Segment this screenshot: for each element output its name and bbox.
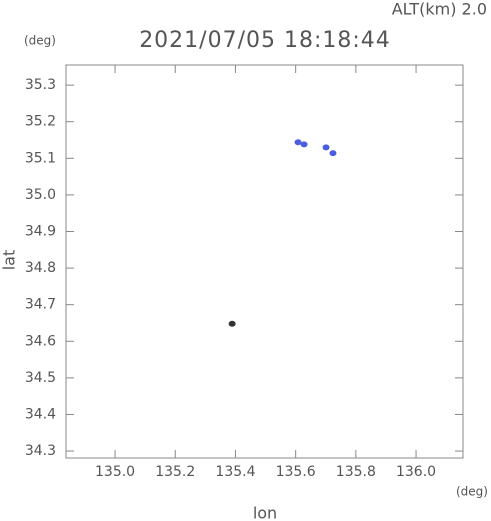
echo-point xyxy=(329,150,337,157)
x-axis-title: lon xyxy=(253,504,277,521)
y-unit: (deg) xyxy=(24,34,56,48)
y-tick-label: 35.2 xyxy=(25,114,56,130)
y-tick-label: 34.7 xyxy=(25,297,56,313)
y-tick-label: 34.4 xyxy=(25,406,56,422)
x-tick-label: 135.2 xyxy=(155,464,195,480)
altitude-label: ALT(km) 2.0 xyxy=(392,0,487,19)
y-tick-label: 34.9 xyxy=(25,223,56,239)
echo-point xyxy=(322,144,330,151)
x-tick-label: 135.8 xyxy=(336,464,376,480)
x-tick-label: 135.0 xyxy=(95,464,135,480)
y-tick-label: 35.1 xyxy=(25,150,56,166)
y-tick-label: 34.8 xyxy=(25,260,56,276)
y-tick-label: 34.5 xyxy=(25,370,56,386)
chart-title: 2021/07/05 18:18:44 xyxy=(139,28,391,53)
plot-frame xyxy=(65,64,464,459)
x-tick-label: 135.6 xyxy=(276,464,316,480)
y-tick-label: 34.6 xyxy=(25,333,56,349)
x-tick-label: 135.4 xyxy=(215,464,255,480)
y-tick-label: 35.0 xyxy=(25,187,56,203)
x-tick-label: 136.0 xyxy=(396,464,436,480)
x-unit: (deg) xyxy=(456,485,488,499)
y-axis-title: lat xyxy=(0,250,19,271)
echo-point xyxy=(294,139,302,146)
y-tick-label: 34.3 xyxy=(25,443,56,459)
echo-point xyxy=(228,320,236,327)
echo-point xyxy=(300,141,308,148)
y-tick-label: 35.3 xyxy=(25,77,56,93)
